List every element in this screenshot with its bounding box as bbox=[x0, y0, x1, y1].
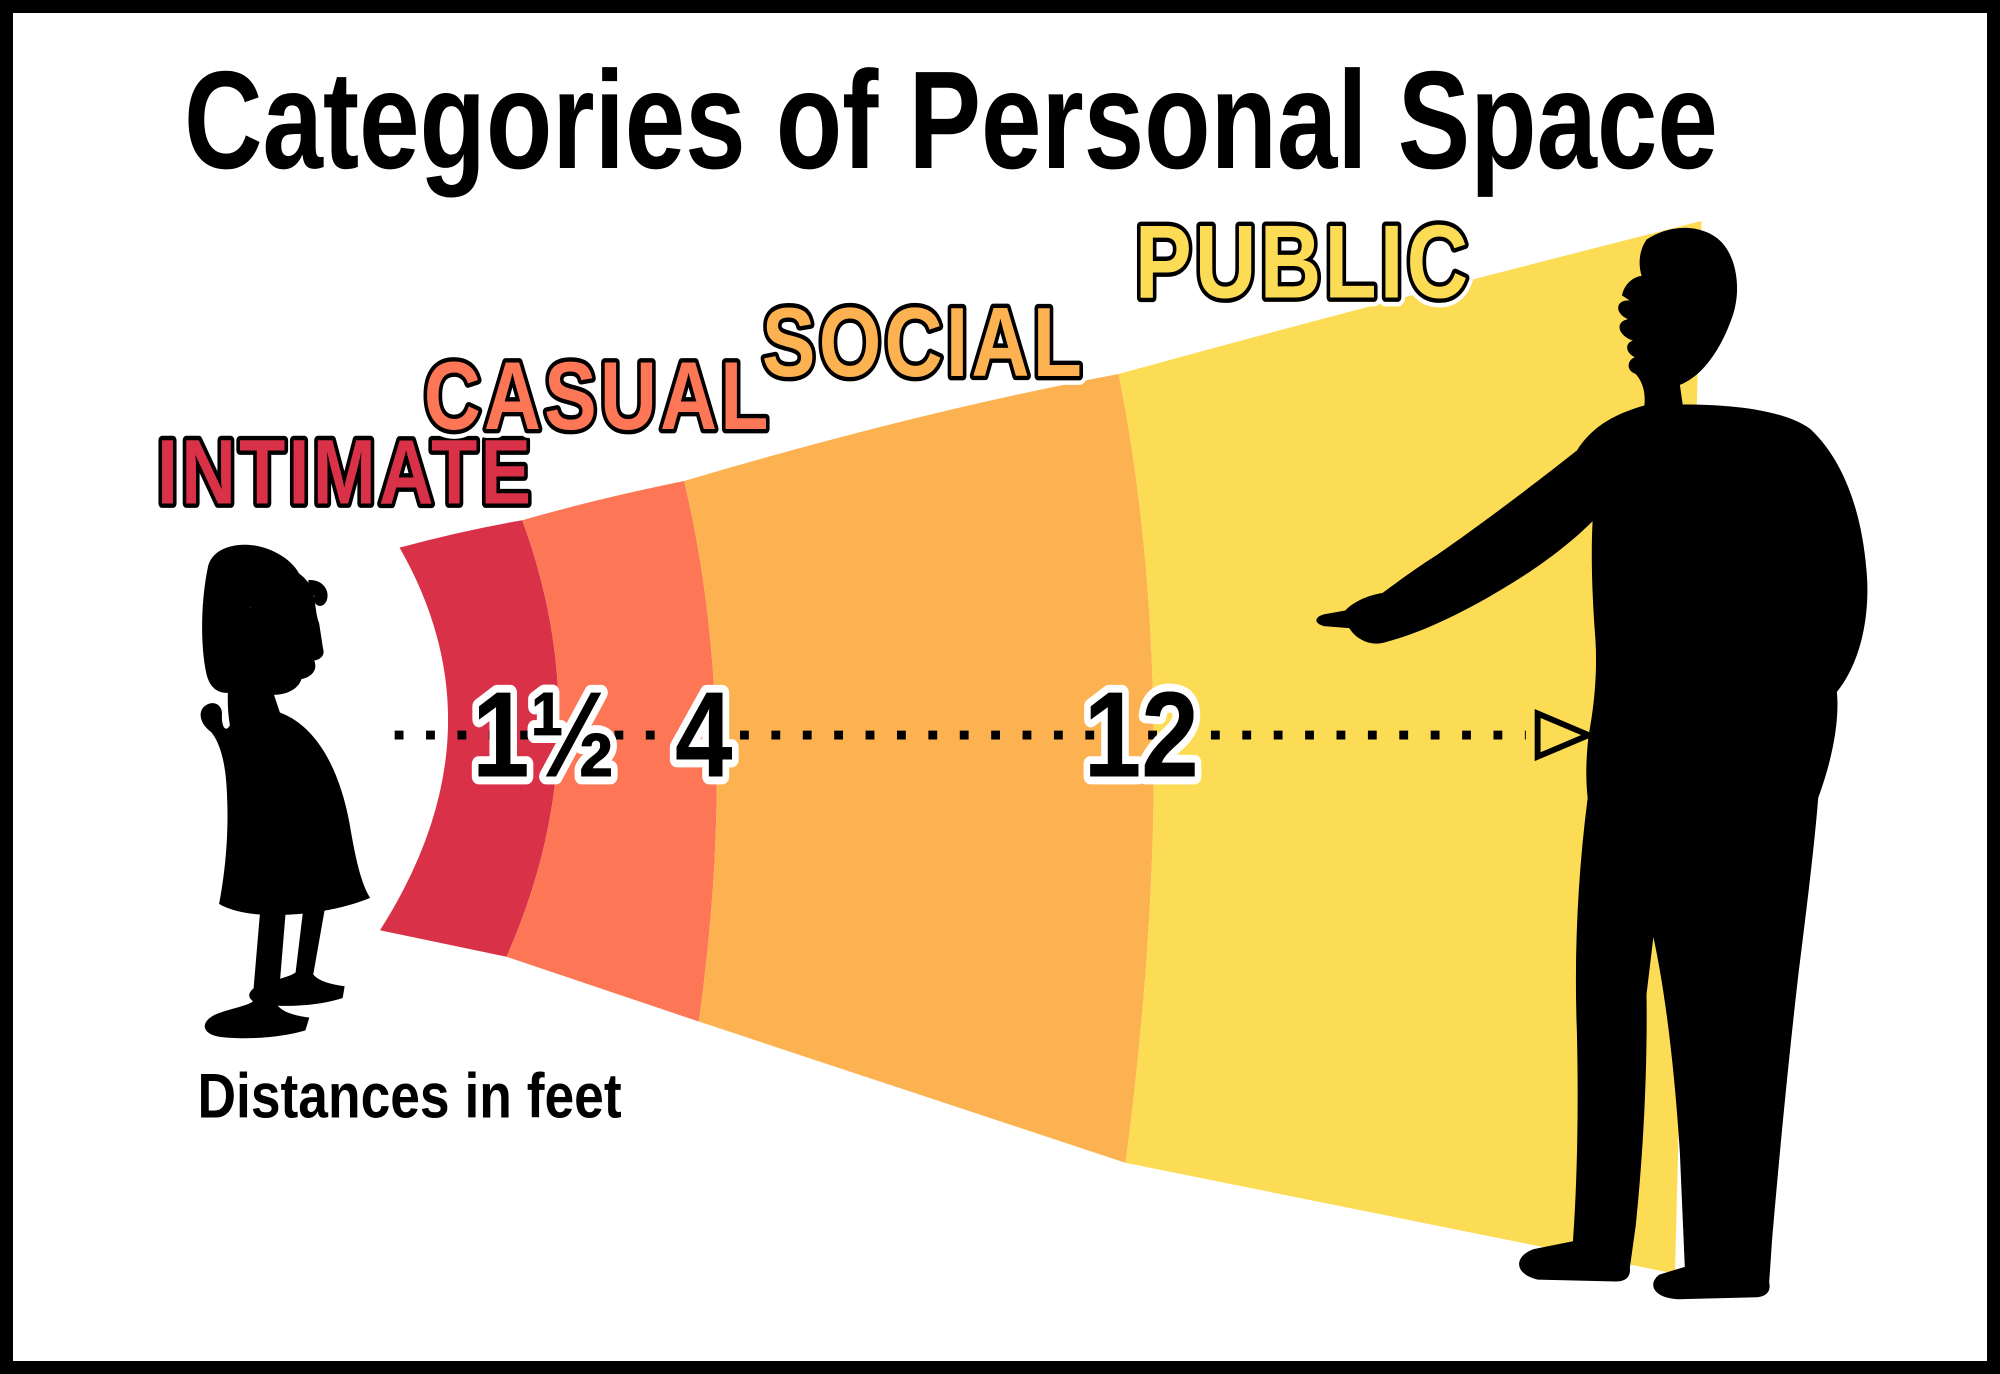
zone-label-text: CASUAL bbox=[424, 341, 772, 449]
caption-group: Distances in feet bbox=[197, 1062, 621, 1132]
zone-label-halo: SOCIAL bbox=[762, 289, 1085, 398]
zone-label-intimate: INTIMATE INTIMATE bbox=[149, 412, 539, 531]
girl-hair-curl-shape bbox=[308, 580, 328, 606]
man-body-shape bbox=[1316, 404, 1868, 1300]
zone-casual-shape bbox=[506, 480, 717, 1022]
zone-label-public: PUBLIC PUBLIC bbox=[1127, 197, 1476, 329]
title-group: Categories of Personal Space bbox=[184, 43, 1718, 198]
distance-value: 4 bbox=[675, 666, 733, 802]
girl-back-leg-shape bbox=[204, 909, 310, 1039]
distance-marker-casual: 4 4 bbox=[668, 659, 740, 809]
distance-value-halo: 4 bbox=[675, 666, 733, 802]
distance-value-halo: 12 bbox=[1084, 666, 1199, 802]
girl-silhouette bbox=[200, 544, 371, 1039]
man-silhouette bbox=[1316, 227, 1868, 1300]
zone-label-halo: INTIMATE bbox=[157, 420, 534, 523]
zone-label-text: PUBLIC bbox=[1135, 205, 1472, 321]
distance-marker-social: 12 12 bbox=[1077, 659, 1206, 809]
distance-value-halo: 1½ bbox=[472, 666, 616, 802]
page-title: Categories of Personal Space bbox=[184, 43, 1718, 198]
distance-marker-intimate: 1½ 1½ bbox=[465, 659, 623, 809]
distance-value: 1½ bbox=[472, 666, 616, 802]
zone-label-text: INTIMATE bbox=[157, 420, 534, 523]
zone-label-casual: CASUAL CASUAL bbox=[416, 333, 777, 457]
distance-value: 12 bbox=[1084, 666, 1199, 802]
zone-label-social: SOCIAL SOCIAL bbox=[754, 281, 1090, 406]
arrowhead-icon bbox=[1534, 709, 1597, 762]
units-caption: Distances in feet bbox=[197, 1062, 621, 1132]
zone-label-text: SOCIAL bbox=[762, 289, 1085, 398]
zone-label-halo: PUBLIC bbox=[1135, 205, 1472, 321]
personal-space-diagram: 1½ 1½ 4 4 12 12 INTIMATE INTIMATE CASUAL… bbox=[149, 43, 1868, 1300]
zone-intimate-shape bbox=[379, 520, 559, 957]
girl-hair-shape bbox=[202, 544, 301, 695]
zone-social-shape bbox=[684, 374, 1154, 1163]
girl-front-leg-shape bbox=[249, 907, 345, 1006]
zone-label-halo: CASUAL bbox=[424, 341, 772, 449]
man-head-shape bbox=[1618, 227, 1738, 412]
distance-axis bbox=[394, 709, 1597, 762]
